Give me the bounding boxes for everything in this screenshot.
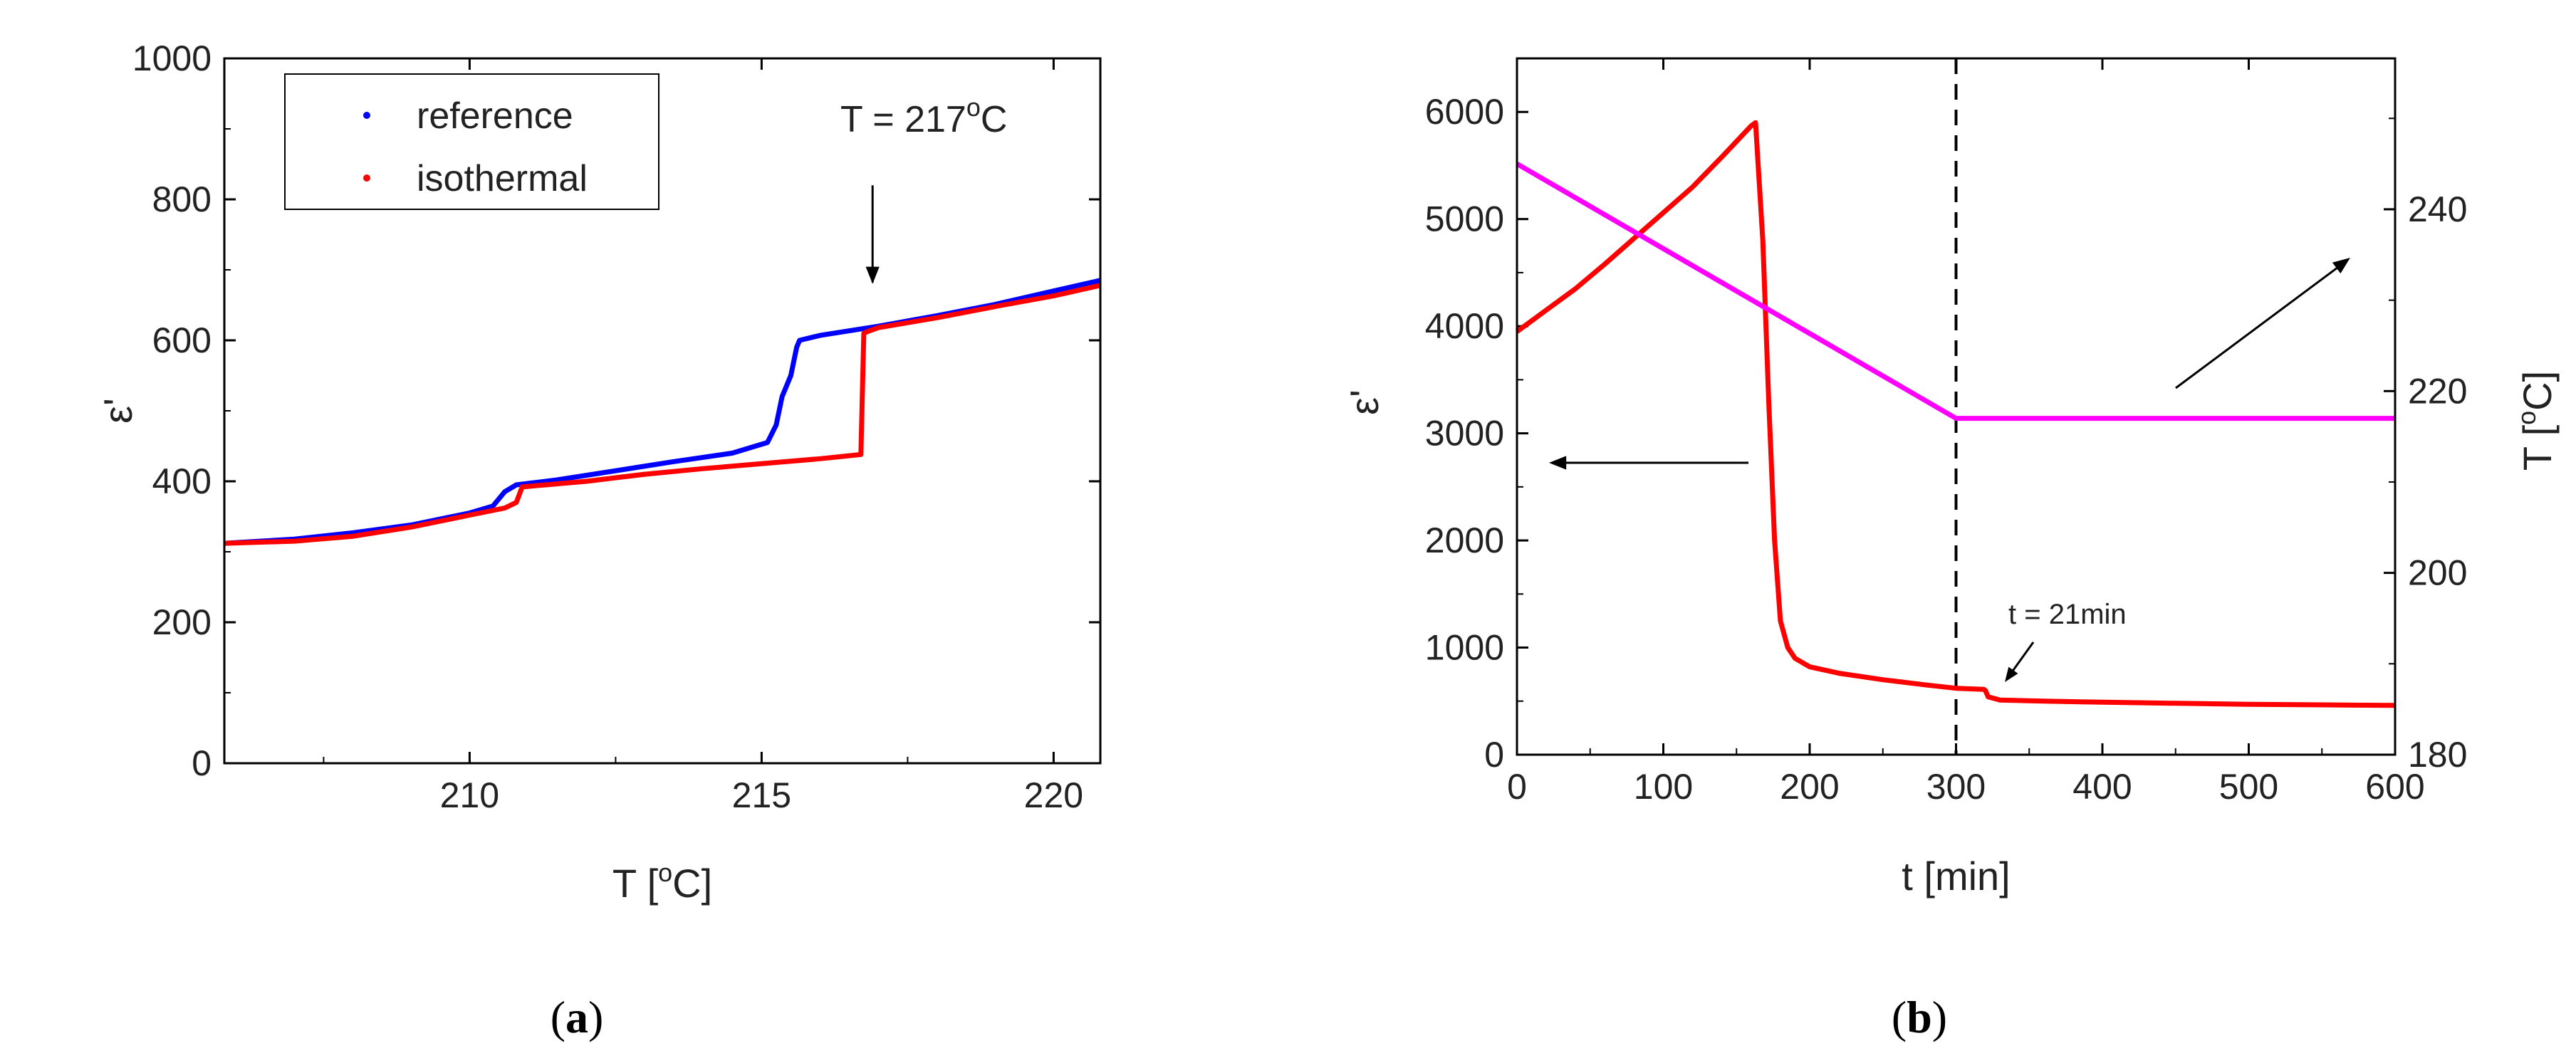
right-axis-arrowhead — [2332, 258, 2350, 274]
annotation-arrowhead — [865, 266, 880, 284]
x-tick-label: 500 — [2219, 767, 2278, 807]
annotation-time: t = 21min — [2008, 599, 2127, 630]
plot-frame — [223, 57, 1102, 765]
y-tick-label: 6000 — [1425, 92, 1504, 132]
legend-marker-isothermal — [363, 174, 370, 182]
legend-marker-reference — [363, 112, 370, 119]
series-line-reference — [224, 278, 1101, 546]
y-right-axis-label: T [oC] — [2512, 371, 2560, 471]
x-tick-label: 215 — [732, 775, 791, 815]
left-axis-arrowhead — [1549, 456, 1567, 470]
x-tick-label: 210 — [440, 775, 499, 815]
x-tick-label: 600 — [2365, 767, 2424, 807]
x-tick-label: 300 — [1926, 767, 1986, 807]
x-tick-label: 220 — [1024, 775, 1083, 815]
x-tick-label: 0 — [1507, 767, 1527, 807]
y-tick-label: 1000 — [1425, 628, 1504, 668]
x-tick-label: 400 — [2072, 767, 2132, 807]
legend-box — [284, 73, 659, 210]
y-tick-label: 5000 — [1425, 199, 1504, 239]
subcaption-b: (b) — [1892, 992, 1947, 1042]
y-tick-label: 2000 — [1425, 520, 1504, 560]
y-tick-label: 0 — [192, 743, 212, 783]
y-tick-label: 400 — [152, 461, 212, 501]
x-tick-label: 200 — [1780, 767, 1839, 807]
legend-label-reference: reference — [417, 95, 573, 137]
series-line-temperature — [1516, 162, 2395, 421]
right-axis-arrow-line — [2175, 262, 2344, 389]
annotation-temperature: T = 217oC — [840, 93, 1007, 140]
y-tick-label: 200 — [152, 602, 212, 642]
x-axis-label: t [min] — [1902, 854, 2010, 899]
y-tick-label: 1000 — [132, 38, 212, 78]
y-right-tick-label: 200 — [2408, 553, 2467, 593]
x-axis-label: T [oC] — [612, 858, 712, 906]
y-right-tick-label: 220 — [2408, 371, 2467, 411]
y-right-tick-label: 180 — [2408, 735, 2467, 775]
x-tick-label: 100 — [1634, 767, 1693, 807]
y-tick-label: 600 — [152, 320, 212, 360]
y-axis-label: ε' — [95, 398, 140, 424]
y-right-tick-label: 240 — [2408, 189, 2467, 229]
y-tick-label: 800 — [152, 179, 212, 219]
y-tick-label: 0 — [1484, 735, 1504, 775]
series-line-isothermal — [224, 283, 1101, 546]
chart-a: 0 200 400 600 800 1000 210 215 220 reference isoth… — [95, 38, 1102, 1042]
annotation-time-arrowhead — [2005, 666, 2018, 682]
series-line-permittivity — [1515, 120, 2396, 708]
y-tick-label: 3000 — [1425, 414, 1504, 454]
legend-label-isothermal: isothermal — [417, 158, 588, 199]
chart-b: 0 1000 2000 3000 4000 5000 6000 180 200 220 240 0 10… — [1342, 57, 2560, 1042]
annotation-time-arrow-line — [2008, 641, 2035, 676]
y-axis-label: ε' — [1342, 389, 1387, 415]
subcaption-a: (a) — [551, 992, 604, 1042]
plot-frame — [1516, 57, 2397, 756]
y-tick-label: 4000 — [1425, 306, 1504, 346]
